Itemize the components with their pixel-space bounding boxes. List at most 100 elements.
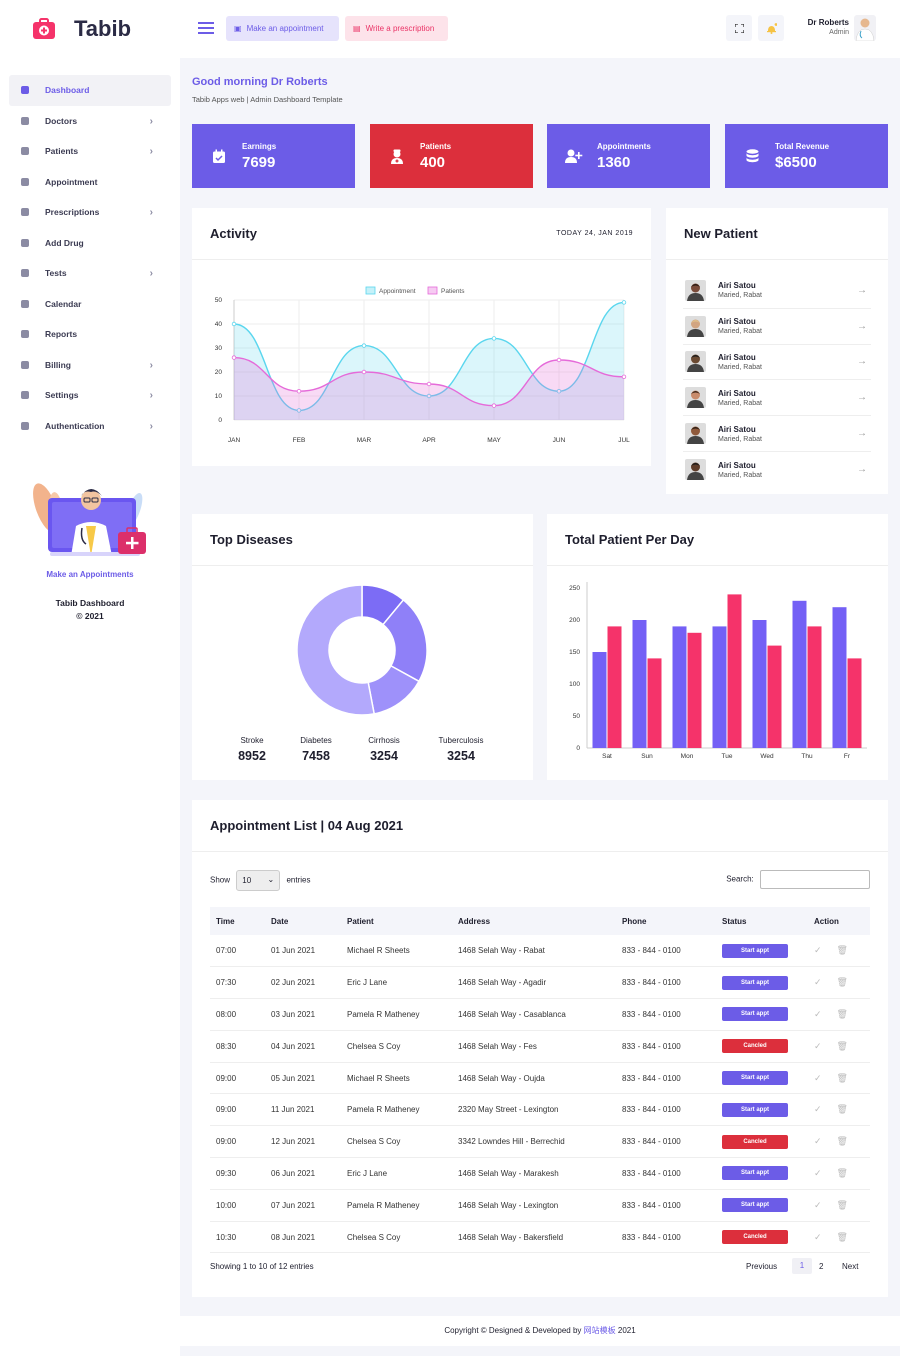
write-prescription-button[interactable]: ▤ Write a prescription	[345, 16, 448, 41]
column-header[interactable]: Status	[716, 907, 808, 935]
data-point[interactable]	[556, 357, 562, 363]
bar[interactable]	[712, 626, 727, 748]
bar[interactable]	[647, 658, 662, 748]
status-badge[interactable]: Cancled	[722, 1230, 788, 1245]
patient-list-item[interactable]: Airi Satou Maried, Rabat →	[683, 452, 871, 488]
sidebar-item-tests[interactable]: Tests ›	[9, 258, 171, 289]
check-icon[interactable]: ✓	[814, 1231, 822, 1242]
trash-icon[interactable]: 🗑	[836, 1231, 848, 1242]
sidebar-item-calendar[interactable]: Calendar	[9, 289, 171, 320]
bar[interactable]	[752, 620, 767, 748]
sidebar-item-reports[interactable]: Reports	[9, 319, 171, 350]
bar[interactable]	[687, 632, 702, 748]
sidebar-item-appointment[interactable]: Appointment	[9, 167, 171, 198]
arrow-right-icon[interactable]: →	[857, 392, 867, 404]
menu-toggle-icon[interactable]	[198, 22, 214, 34]
status-badge[interactable]: Start appt	[722, 975, 788, 990]
patient-list-item[interactable]: Airi Satou Maried, Rabat →	[683, 273, 871, 309]
patient-list-item[interactable]: Airi Satou Maried, Rabat →	[683, 345, 871, 381]
status-badge[interactable]: Start appt	[722, 1007, 788, 1022]
data-point[interactable]	[491, 336, 497, 341]
data-point[interactable]	[621, 374, 627, 379]
column-header[interactable]: Action	[808, 907, 870, 935]
status-badge[interactable]: Start appt	[722, 1102, 788, 1117]
status-badge[interactable]: Cancled	[722, 1134, 788, 1149]
trash-icon[interactable]: 🗑	[836, 1040, 848, 1051]
data-point[interactable]	[426, 381, 432, 387]
bar[interactable]	[847, 658, 862, 748]
trash-icon[interactable]: 🗑	[836, 1008, 848, 1019]
search-input[interactable]	[760, 870, 870, 889]
footer-link[interactable]: 网站模板	[583, 1326, 616, 1335]
sidebar-item-doctors[interactable]: Doctors ›	[9, 106, 171, 137]
data-point[interactable]	[556, 388, 562, 394]
sidebar-item-authentication[interactable]: Authentication ›	[9, 411, 171, 442]
check-icon[interactable]: ✓	[814, 945, 822, 956]
bar[interactable]	[727, 594, 742, 748]
data-point[interactable]	[231, 355, 237, 360]
bar[interactable]	[592, 652, 607, 748]
column-header[interactable]: Phone	[616, 907, 716, 935]
fullscreen-button[interactable]	[726, 15, 752, 41]
trash-icon[interactable]: 🗑	[836, 1199, 848, 1210]
next-page-button[interactable]: Next	[842, 1262, 859, 1271]
patient-list-item[interactable]: Airi Satou Maried, Rabat →	[683, 380, 871, 417]
arrow-right-icon[interactable]: →	[857, 284, 867, 296]
trash-icon[interactable]: 🗑	[836, 1167, 848, 1178]
data-point[interactable]	[296, 408, 302, 413]
data-point[interactable]	[231, 321, 237, 327]
status-badge[interactable]: Start appt	[722, 1071, 788, 1086]
sidebar-item-billing[interactable]: Billing ›	[9, 350, 171, 381]
stat-card-appointments[interactable]: Appointments 1360	[547, 124, 710, 188]
trash-icon[interactable]: 🗑	[836, 977, 848, 988]
column-header[interactable]: Date	[265, 907, 341, 935]
check-icon[interactable]: ✓	[814, 1167, 822, 1178]
trash-icon[interactable]: 🗑	[836, 1072, 848, 1083]
page-1-button[interactable]: 1	[792, 1258, 812, 1274]
arrow-right-icon[interactable]: →	[857, 428, 867, 440]
sidebar-item-prescriptions[interactable]: Prescriptions ›	[9, 197, 171, 228]
entries-select[interactable]: 10 ⌄	[236, 870, 281, 891]
check-icon[interactable]: ✓	[814, 1136, 822, 1147]
sidebar-item-settings[interactable]: Settings ›	[9, 380, 171, 411]
check-icon[interactable]: ✓	[814, 1040, 822, 1051]
previous-page-button[interactable]: Previous	[746, 1262, 778, 1271]
status-badge[interactable]: Start appt	[722, 1198, 788, 1213]
column-header[interactable]: Time	[210, 907, 265, 935]
donut-slice[interactable]	[296, 584, 376, 716]
bar[interactable]	[832, 607, 847, 748]
sidebar-item-patients[interactable]: Patients ›	[9, 136, 171, 167]
page-2-button[interactable]: 2	[819, 1262, 824, 1271]
patient-list-item[interactable]: Airi Satou Maried, Rabat →	[683, 309, 871, 345]
data-point[interactable]	[361, 369, 367, 375]
patient-list-item[interactable]: Airi Satou Maried, Rabat →	[683, 416, 871, 452]
check-icon[interactable]: ✓	[814, 1008, 822, 1019]
bar[interactable]	[672, 626, 687, 748]
sidebar-item-dashboard[interactable]: Dashboard	[9, 75, 171, 106]
trash-icon[interactable]: 🗑	[836, 945, 848, 956]
status-badge[interactable]: Cancled	[722, 1039, 788, 1054]
check-icon[interactable]: ✓	[814, 1072, 822, 1083]
check-icon[interactable]: ✓	[814, 977, 822, 988]
check-icon[interactable]: ✓	[814, 1199, 822, 1210]
bar[interactable]	[792, 600, 807, 748]
bar[interactable]	[767, 645, 782, 748]
bar[interactable]	[632, 620, 647, 748]
column-header[interactable]: Patient	[341, 907, 452, 935]
stat-card-patients[interactable]: Patients 400	[370, 124, 533, 188]
check-icon[interactable]: ✓	[814, 1104, 822, 1115]
user-menu[interactable]: Dr Roberts Admin	[790, 12, 882, 44]
sidebar-item-add-drug[interactable]: Add Drug	[9, 228, 171, 259]
stat-card-total-revenue[interactable]: Total Revenue $6500	[725, 124, 888, 188]
brand-logo[interactable]: Tabib	[0, 0, 180, 58]
trash-icon[interactable]: 🗑	[836, 1104, 848, 1115]
column-header[interactable]: Address	[452, 907, 616, 935]
data-point[interactable]	[491, 403, 497, 408]
data-point[interactable]	[296, 388, 302, 394]
bar[interactable]	[807, 626, 822, 748]
status-badge[interactable]: Start appt	[722, 1166, 788, 1181]
make-appointments-link[interactable]: Make an Appointments	[46, 570, 134, 579]
data-point[interactable]	[426, 393, 432, 399]
arrow-right-icon[interactable]: →	[857, 464, 867, 476]
trash-icon[interactable]: 🗑	[836, 1136, 848, 1147]
